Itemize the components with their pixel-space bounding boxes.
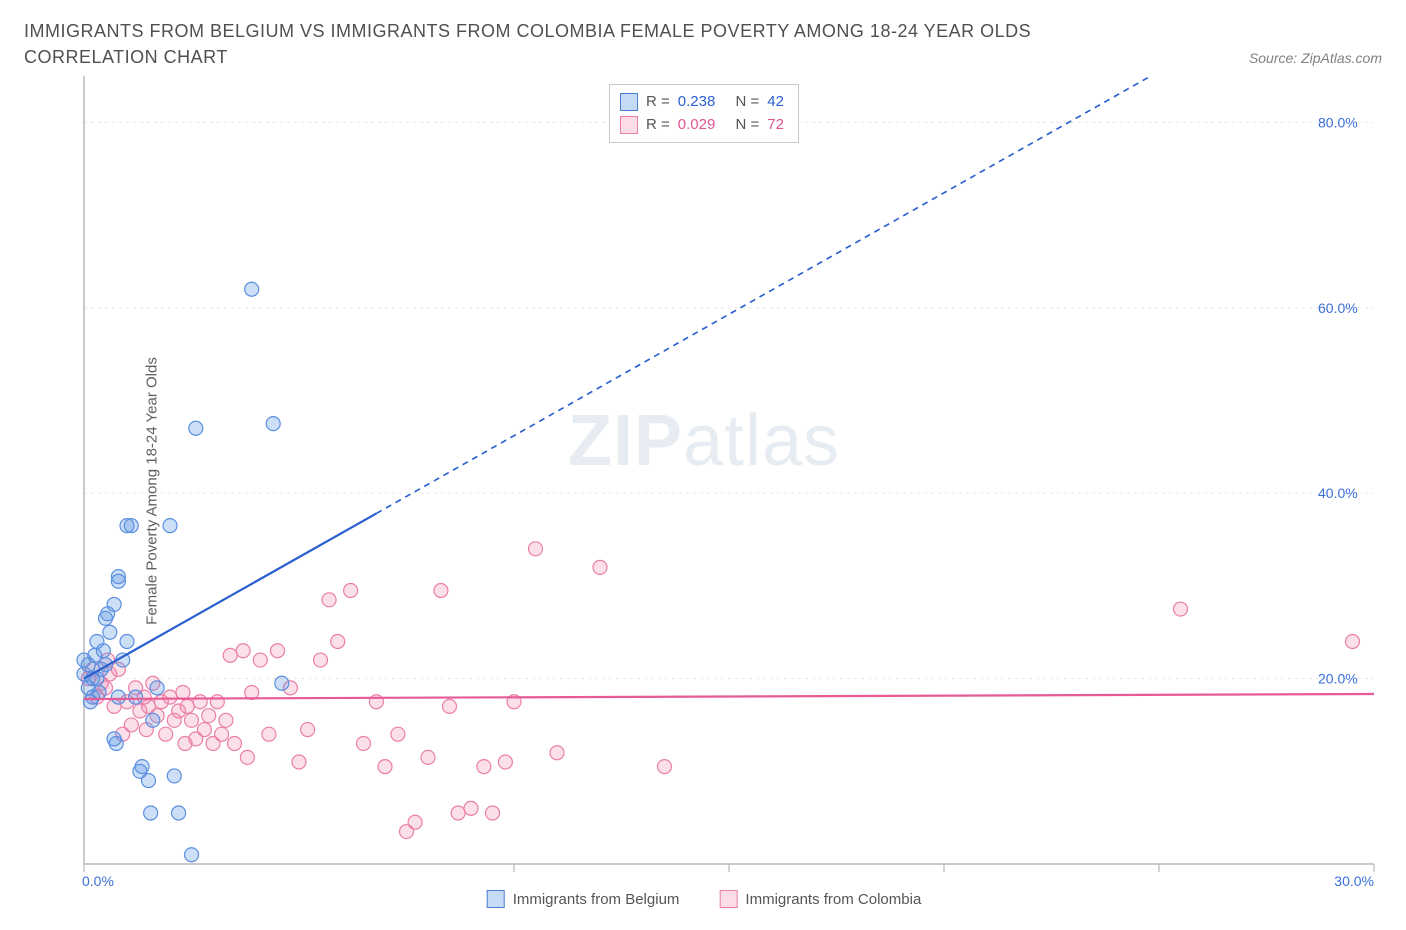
source-attribution: Source: ZipAtlas.com — [1249, 50, 1382, 66]
svg-text:60.0%: 60.0% — [1318, 300, 1358, 316]
legend-item-belgium: Immigrants from Belgium — [487, 890, 680, 908]
header: IMMIGRANTS FROM BELGIUM VS IMMIGRANTS FR… — [24, 18, 1382, 70]
y-axis-label: Female Poverty Among 18-24 Year Olds — [143, 357, 160, 625]
correlation-chart: Female Poverty Among 18-24 Year Olds 20.… — [24, 76, 1384, 906]
swatch-icon — [620, 116, 638, 134]
swatch-icon — [719, 890, 737, 908]
r-value-belgium: 0.238 — [678, 91, 716, 114]
swatch-icon — [487, 890, 505, 908]
n-value-colombia: 72 — [767, 114, 784, 137]
r-value-colombia: 0.029 — [678, 114, 716, 137]
stats-row-colombia: R = 0.029 N = 72 — [620, 114, 784, 137]
n-value-belgium: 42 — [767, 91, 784, 114]
swatch-icon — [620, 93, 638, 111]
svg-text:30.0%: 30.0% — [1334, 873, 1374, 888]
svg-text:80.0%: 80.0% — [1318, 115, 1358, 131]
series-legend: Immigrants from Belgium Immigrants from … — [487, 890, 922, 908]
scatter-plot-svg: 20.0% 40.0% 60.0% 80.0% 0.0% 30.0% — [24, 76, 1384, 888]
stats-legend-box: R = 0.238 N = 42 R = 0.029 N = 72 — [609, 84, 799, 143]
legend-item-colombia: Immigrants from Colombia — [719, 890, 921, 908]
svg-text:20.0%: 20.0% — [1318, 671, 1358, 687]
svg-text:0.0%: 0.0% — [82, 873, 114, 888]
svg-text:40.0%: 40.0% — [1318, 485, 1358, 501]
stats-row-belgium: R = 0.238 N = 42 — [620, 91, 784, 114]
page-title: IMMIGRANTS FROM BELGIUM VS IMMIGRANTS FR… — [24, 18, 1144, 70]
